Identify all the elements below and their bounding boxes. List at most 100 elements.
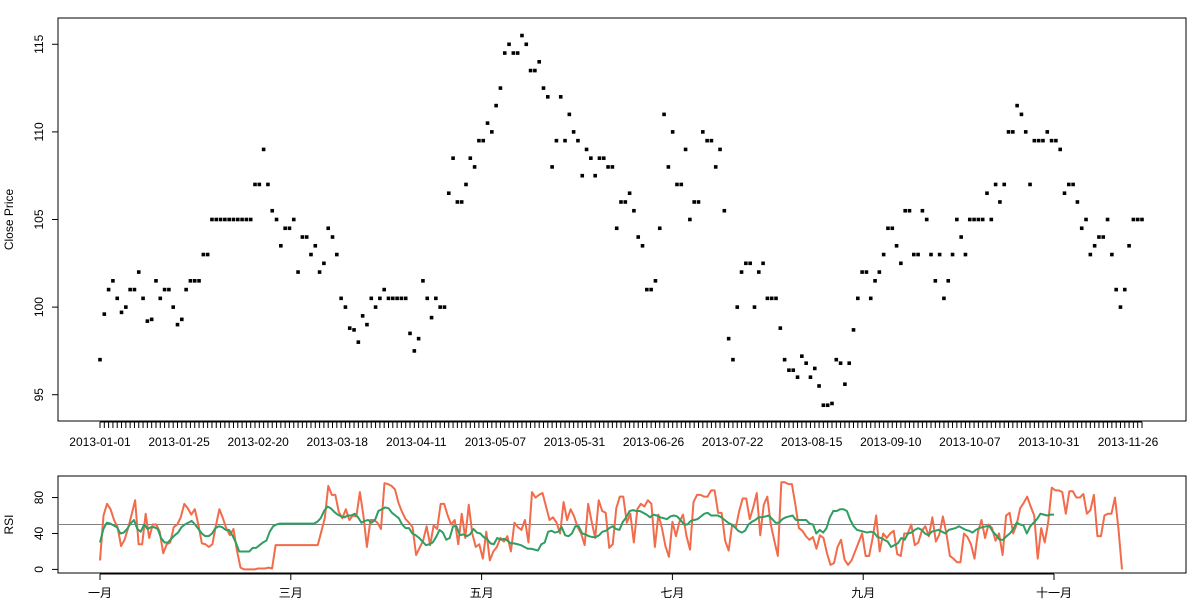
- price-point: [563, 138, 567, 143]
- price-x-tick-label: 2013-06-26: [623, 435, 685, 449]
- price-point: [347, 326, 352, 330]
- price-y-axis-title: Close Price: [2, 189, 16, 251]
- price-point: [446, 191, 451, 196]
- price-point: [283, 226, 287, 231]
- price-point: [434, 296, 438, 301]
- price-point: [735, 305, 740, 309]
- price-point: [167, 287, 171, 292]
- price-point: [240, 217, 244, 222]
- price-point: [472, 165, 477, 169]
- price-point: [412, 349, 417, 353]
- price-point: [528, 68, 533, 73]
- price-point: [748, 261, 752, 266]
- price-point: [1011, 130, 1015, 134]
- price-y-tick-label: 105: [32, 209, 46, 229]
- price-point: [1045, 130, 1050, 134]
- price-point: [343, 305, 348, 309]
- price-point: [683, 147, 688, 152]
- price-point: [253, 182, 257, 187]
- price-point: [154, 279, 158, 283]
- price-point: [171, 305, 175, 309]
- price-point: [322, 261, 326, 266]
- price-point: [296, 270, 300, 274]
- price-point: [390, 296, 395, 301]
- price-point: [309, 252, 313, 257]
- price-point: [1122, 287, 1127, 292]
- price-point: [1114, 287, 1118, 292]
- price-point: [800, 354, 804, 358]
- price-point: [946, 279, 951, 283]
- price-point: [481, 138, 486, 143]
- price-point: [352, 328, 356, 332]
- price-point: [554, 138, 559, 143]
- price-point: [976, 217, 981, 222]
- price-x-tick-label: 2013-02-20: [227, 435, 289, 449]
- price-point: [1088, 252, 1093, 257]
- price-point: [210, 217, 214, 222]
- price-point: [576, 138, 580, 143]
- price-point: [326, 226, 331, 231]
- price-point: [279, 243, 283, 248]
- price-point: [765, 296, 770, 301]
- price-point: [477, 138, 481, 143]
- price-point: [589, 156, 593, 160]
- price-point: [623, 200, 628, 204]
- price-point: [864, 270, 869, 274]
- price-point: [756, 270, 761, 274]
- price-point: [795, 375, 800, 379]
- price-point: [141, 296, 145, 301]
- price-point: [868, 296, 873, 301]
- price-point: [899, 261, 903, 266]
- price-point: [416, 336, 421, 341]
- rsi-x-tick-label: 七月: [660, 586, 684, 600]
- price-point: [606, 165, 610, 169]
- price-point: [304, 235, 309, 239]
- price-point: [205, 252, 210, 257]
- rsi-y-tick-label: 0: [32, 566, 46, 573]
- rsi-slow-line: [99, 505, 1054, 553]
- price-point: [235, 217, 240, 222]
- price-point: [1118, 305, 1123, 309]
- price-point: [197, 279, 201, 283]
- price-point: [330, 235, 335, 239]
- rsi-panel: 0 40 80 RSI 一月 三月 五月 七月 九月 十一月: [2, 475, 1187, 600]
- price-point: [339, 296, 343, 301]
- price-point: [124, 305, 128, 309]
- price-point: [1049, 138, 1054, 143]
- price-point: [524, 42, 529, 47]
- rsi-x-tick-label: 一月: [88, 586, 112, 600]
- price-point: [464, 182, 468, 187]
- price-point: [244, 217, 249, 222]
- price-point: [515, 51, 520, 55]
- price-point: [1071, 182, 1075, 187]
- price-point: [158, 296, 163, 301]
- price-point: [632, 208, 636, 213]
- price-point: [128, 287, 132, 292]
- price-x-tick-label: 2013-01-25: [148, 435, 210, 449]
- price-point: [335, 252, 339, 257]
- price-point: [692, 200, 696, 204]
- price-point: [929, 252, 933, 257]
- price-point: [507, 42, 511, 47]
- price-point: [670, 130, 675, 134]
- price-point: [812, 366, 817, 371]
- price-x-tick-label: 2013-07-22: [702, 435, 764, 449]
- price-point: [257, 182, 262, 187]
- price-point: [942, 296, 946, 301]
- price-point: [933, 279, 938, 283]
- price-point: [1015, 103, 1019, 108]
- price-point: [1075, 200, 1080, 204]
- price-point: [911, 252, 916, 257]
- price-point: [425, 296, 430, 301]
- price-point: [180, 317, 184, 322]
- price-point: [972, 217, 976, 222]
- price-point: [490, 130, 494, 134]
- price-point: [959, 235, 963, 239]
- price-point: [485, 121, 490, 125]
- price-point: [825, 403, 830, 408]
- price-point: [214, 217, 219, 222]
- price-point: [705, 138, 709, 143]
- price-point: [967, 217, 972, 222]
